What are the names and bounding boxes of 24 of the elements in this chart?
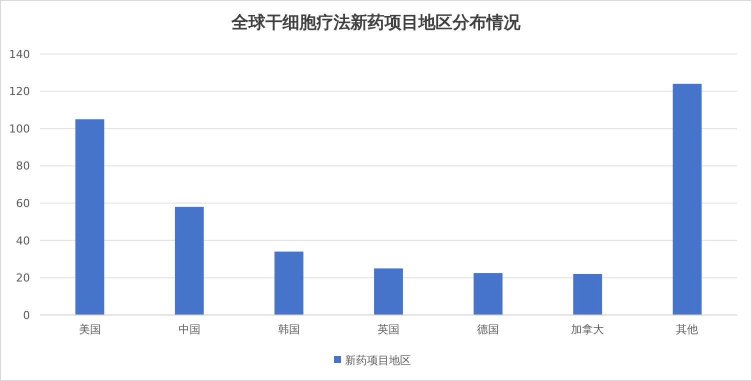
y-tick-label: 100 (9, 122, 30, 136)
legend-label: 新药项目地区 (345, 354, 411, 367)
x-tick-label: 中国 (178, 323, 200, 336)
x-tick-label: 其他 (676, 323, 698, 336)
x-tick-label: 韩国 (278, 323, 300, 336)
bar (573, 274, 602, 315)
y-tick-label: 80 (16, 160, 30, 173)
bar (174, 206, 204, 315)
bar (374, 268, 403, 315)
y-tick-label: 120 (9, 85, 30, 98)
bar (672, 84, 702, 315)
x-tick-label: 加拿大 (571, 323, 604, 336)
y-tick-label: 60 (16, 196, 30, 210)
x-tick-label: 英国 (378, 323, 400, 336)
bar (474, 273, 503, 315)
bar (274, 252, 304, 315)
y-tick-label: 40 (16, 234, 30, 248)
x-tick-label: 德国 (477, 323, 500, 336)
x-tick-label: 美国 (78, 323, 101, 336)
y-tick-label: 140 (9, 48, 30, 61)
bar (75, 119, 104, 315)
y-tick-label: 20 (16, 272, 30, 285)
y-tick-label: 0 (23, 308, 30, 322)
chart-title: 全球干细胞疗法新药项目地区分布情况 (230, 13, 522, 33)
